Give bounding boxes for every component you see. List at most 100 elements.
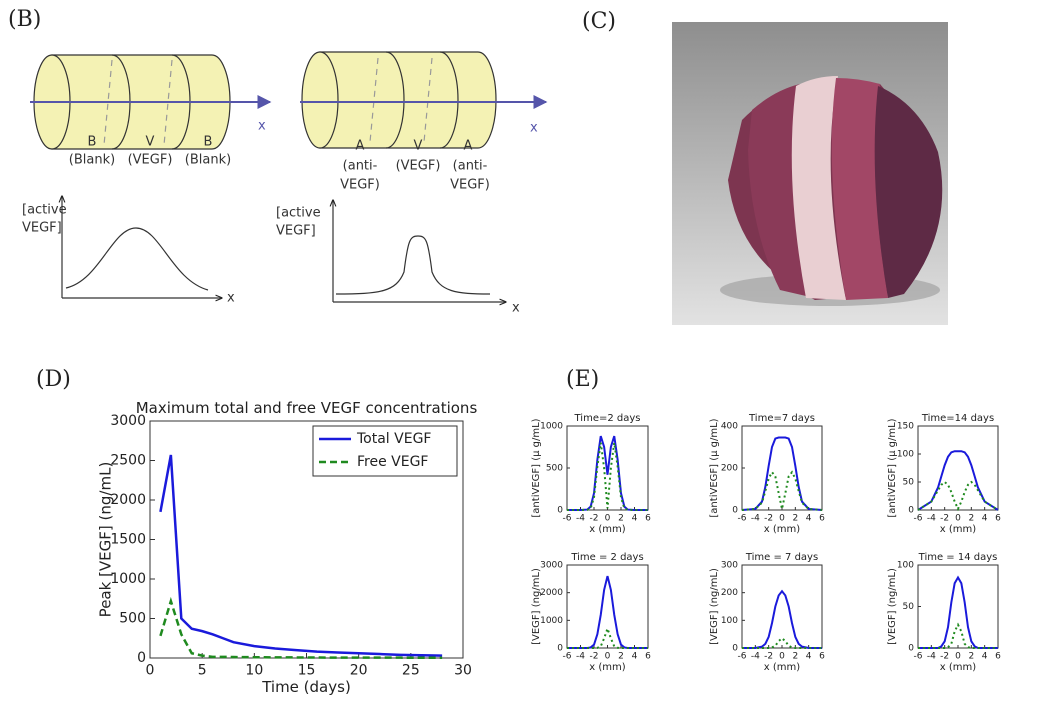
x-tick-label: 6 (995, 514, 1001, 524)
y-axis-label: Peak [VEGF] (ng/mL) (97, 462, 115, 618)
x-tick-label: -2 (764, 652, 773, 662)
y-tick-label: 100 (721, 616, 738, 626)
chart-title: Time=14 days (921, 413, 994, 424)
y-tick-label: 0 (908, 506, 914, 516)
panel-label: (D) (36, 367, 71, 392)
panel-label: (C) (582, 9, 616, 34)
chart-title: Time = 2 days (570, 552, 643, 563)
x-tick-label: 6 (645, 652, 651, 662)
panel-label: (B) (8, 7, 41, 32)
x-tick-label: 10 (245, 663, 263, 679)
x-tick-label: 0 (955, 652, 961, 662)
x-tick-label: -6 (563, 652, 572, 662)
photo (672, 22, 948, 325)
x-tick-label: 2 (618, 514, 624, 524)
y-tick-label: 1000 (540, 616, 563, 626)
x-tick-label: 0 (955, 514, 961, 524)
cylinder-right (301, 51, 497, 149)
series-line (917, 450, 999, 511)
axis-label: x (258, 119, 266, 134)
x-tick-label: 2 (792, 652, 798, 662)
series-line (567, 575, 648, 649)
y-tick-label: 200 (721, 588, 738, 598)
x-axis-label: x (mm) (764, 524, 800, 535)
x-tick-label: 20 (350, 663, 368, 679)
x-tick-label: -4 (927, 514, 936, 524)
schematic-ylabel: VEGF] (22, 221, 62, 236)
y-tick-label: 150 (897, 422, 914, 432)
x-axis-label: Time (days) (261, 678, 351, 696)
x-axis-label: x (mm) (589, 662, 625, 673)
legend-label: Free VEGF (357, 454, 428, 470)
y-tick-label: 100 (897, 450, 914, 460)
y-tick-label: 1500 (110, 532, 146, 548)
series-line (918, 575, 998, 649)
schematic-plot-right (333, 200, 506, 302)
x-tick-label: 2 (968, 514, 974, 524)
y-axis-label: [VEGF] (ng/mL) (887, 568, 898, 645)
x-tick-label: 30 (454, 663, 472, 679)
x-tick-label: 6 (819, 652, 825, 662)
x-tick-label: -2 (764, 514, 773, 524)
x-tick-label: -6 (738, 514, 747, 524)
plot-frame (917, 425, 999, 511)
x-tick-label: 15 (298, 663, 316, 679)
x-tick-label: -6 (563, 514, 572, 524)
x-tick-label: -2 (590, 514, 599, 524)
x-tick-label: -4 (576, 514, 585, 524)
x-tick-label: 2 (968, 652, 974, 662)
y-axis-label: [antiVEGF] (μ g/mL) (709, 418, 720, 517)
segment-letter: V (414, 139, 423, 154)
segment-letter: A (356, 139, 365, 154)
segment-letter: B (204, 135, 213, 150)
x-tick-label: 25 (402, 663, 420, 679)
y-tick-label: 1000 (110, 571, 146, 587)
chart-title: Maximum total and free VEGF concentratio… (136, 399, 478, 417)
series-line (742, 637, 822, 649)
series-line (741, 436, 823, 511)
y-axis-label: [antiVEGF] (μ g/mL) (887, 418, 898, 517)
schematic-plot-left (62, 196, 222, 298)
series-line (917, 480, 999, 512)
segment-caption: (anti- (453, 159, 488, 174)
y-tick-label: 300 (721, 561, 738, 571)
x-tick-label: -2 (940, 514, 949, 524)
legend-label: Total VEGF (356, 431, 431, 447)
y-axis-label: [antiVEGF] (μ g/mL) (531, 418, 542, 517)
chart-title: Time=7 days (748, 413, 815, 424)
x-tick-label: 0 (779, 652, 785, 662)
series-line (567, 442, 648, 511)
y-tick-label: 3000 (540, 561, 563, 571)
plot-frame (741, 425, 823, 511)
y-tick-label: 0 (732, 644, 738, 654)
segment-caption: (Blank) (69, 153, 115, 168)
x-tick-label: -2 (590, 652, 599, 662)
x-tick-label: -4 (576, 652, 585, 662)
y-tick-label: 2000 (540, 588, 563, 598)
x-tick-label: 4 (982, 514, 988, 524)
x-axis-label: x (mm) (589, 524, 625, 535)
series-line (159, 596, 443, 660)
x-tick-label: 4 (806, 514, 812, 524)
segment-caption: (VEGF) (396, 159, 441, 174)
x-tick-label: -6 (738, 652, 747, 662)
x-tick-label: 4 (982, 652, 988, 662)
segment-caption: (Blank) (185, 153, 231, 168)
y-tick-label: 500 (119, 611, 146, 627)
segment-letter: V (146, 135, 155, 150)
x-tick-label: 6 (645, 514, 651, 524)
panel-label: (E) (566, 367, 599, 392)
y-tick-label: 2000 (110, 492, 146, 508)
segment-letter: B (88, 135, 97, 150)
segment-caption: VEGF) (340, 178, 380, 193)
x-tick-label: 4 (632, 514, 638, 524)
y-tick-label: 1000 (540, 422, 563, 432)
x-tick-label: 0 (605, 652, 611, 662)
y-tick-label: 3000 (110, 413, 146, 429)
series-line (741, 470, 823, 511)
x-tick-label: -2 (940, 652, 949, 662)
schematic-ylabel: [active (276, 206, 321, 221)
y-tick-label: 0 (137, 650, 146, 666)
x-tick-label: 6 (819, 514, 825, 524)
plot-frame (741, 564, 823, 649)
